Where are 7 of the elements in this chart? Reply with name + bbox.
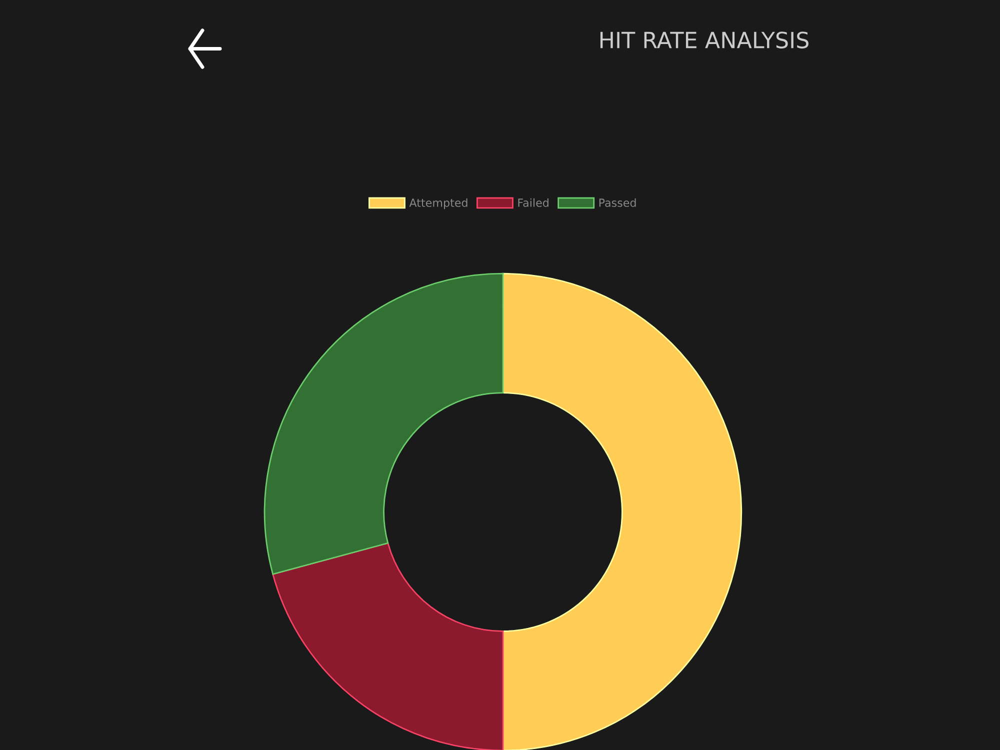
donut-slice <box>264 272 504 575</box>
legend-label: Passed <box>599 198 636 207</box>
chart-title: HIT RATE ANALYSIS <box>600 32 808 48</box>
legend-label: Attempted <box>409 198 468 210</box>
legend-label: Failed <box>518 198 548 207</box>
donut-slice <box>502 272 742 750</box>
donut-slice <box>272 542 504 750</box>
